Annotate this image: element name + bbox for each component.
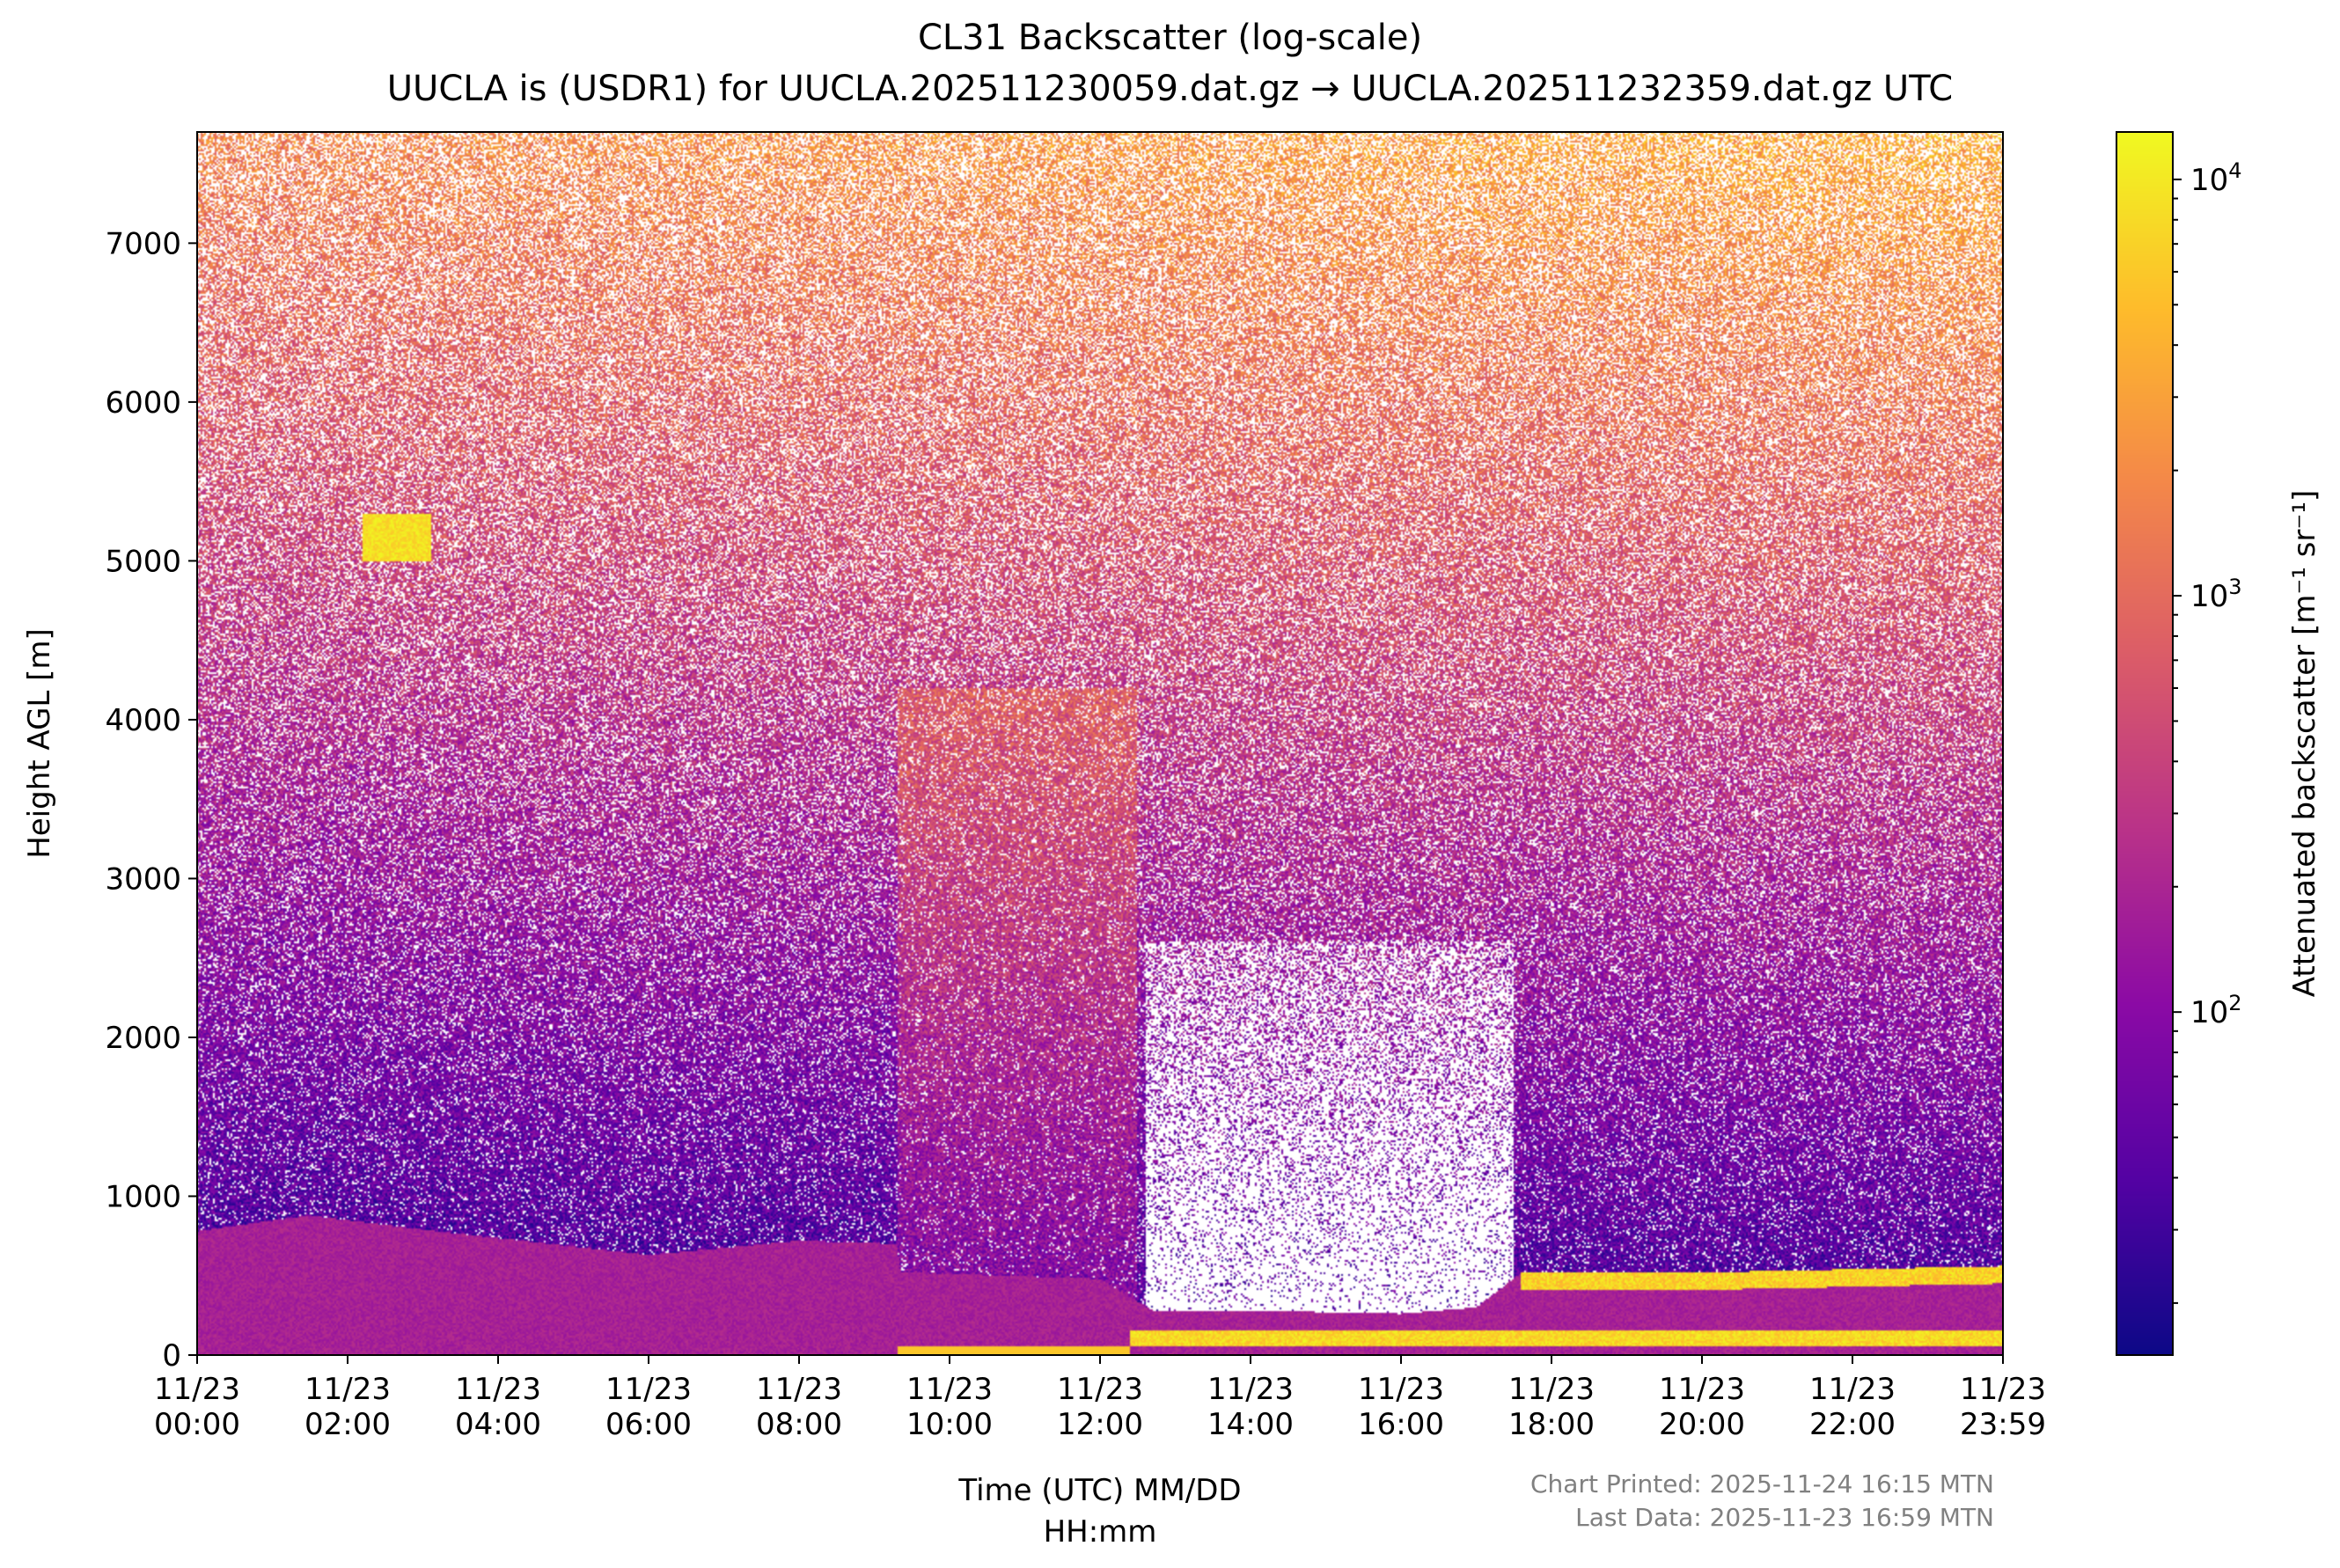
x-tick-label: 12:00 [1057,1407,1143,1442]
chart-title: CL31 Backscatter (log-scale) [917,18,1423,58]
x-tick-label: 11/23 [1207,1372,1294,1407]
x-tick-label: 08:00 [756,1407,842,1442]
x-tick-label: 11/23 [154,1372,240,1407]
x-tick-label: 16:00 [1358,1407,1444,1442]
y-tick-label: 7000 [105,226,181,261]
x-tick-label: 11/23 [1508,1372,1595,1407]
x-axis-label: Time (UTC) MM/DD [957,1473,1241,1508]
colorbar-tick-label: 104 [2190,158,2242,198]
plot-frame [196,131,2004,1356]
y-tick-label: 4000 [105,703,181,738]
x-tick-label: 11/23 [1659,1372,1745,1407]
x-tick-label: 11/23 [756,1372,842,1407]
y-tick-label: 5000 [105,544,181,579]
x-tick-label: 18:00 [1508,1407,1595,1442]
x-axis-label: HH:mm [1044,1514,1157,1550]
y-tick-label: 0 [162,1338,181,1374]
colorbar-tick-label: 102 [2190,991,2242,1030]
chart-subtitle: UUCLA is (USDR1) for UUCLA.202511230059.… [386,69,1954,109]
x-tick-label: 06:00 [605,1407,692,1442]
chart-printed-note: Chart Printed: 2025-11-24 16:15 MTN [1529,1469,1994,1498]
x-tick-label: 02:00 [304,1407,391,1442]
x-tick-label: 11/23 [1960,1372,2046,1407]
x-tick-label: 04:00 [455,1407,541,1442]
colorbar-label: Attenuated backscatter [m⁻¹ sr⁻¹] [2287,490,2322,998]
y-tick-label: 6000 [105,385,181,421]
x-tick-label: 11/23 [455,1372,541,1407]
y-axis-label: Height AGL [m] [22,628,57,859]
x-tick-label: 11/23 [906,1372,993,1407]
last-data-note: Last Data: 2025-11-23 16:59 MTN [1575,1503,1994,1532]
x-tick-label: 14:00 [1207,1407,1294,1442]
y-tick-label: 1000 [105,1179,181,1214]
x-tick-label: 20:00 [1659,1407,1745,1442]
colorbar [2116,132,2173,1355]
y-tick-label: 3000 [105,861,181,897]
x-tick-label: 22:00 [1809,1407,1896,1442]
colorbar-frame [2116,131,2174,1356]
x-tick-label: 11/23 [304,1372,391,1407]
x-tick-label: 23:59 [1960,1407,2046,1442]
x-tick-label: 10:00 [906,1407,993,1442]
x-tick-label: 00:00 [154,1407,240,1442]
x-tick-label: 11/23 [605,1372,692,1407]
x-tick-label: 11/23 [1809,1372,1896,1407]
backscatter-heatmap [197,132,2003,1355]
colorbar-tick-label: 103 [2190,575,2242,614]
y-tick-label: 2000 [105,1021,181,1056]
x-tick-label: 11/23 [1358,1372,1444,1407]
x-tick-label: 11/23 [1057,1372,1143,1407]
